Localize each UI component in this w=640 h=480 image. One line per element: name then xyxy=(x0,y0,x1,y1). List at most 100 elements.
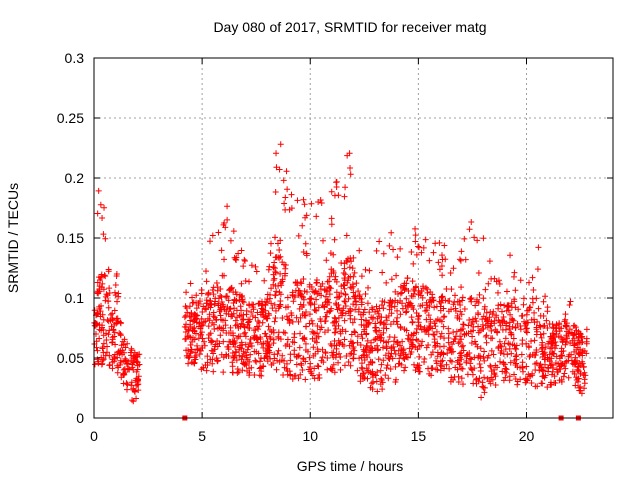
data-point xyxy=(346,150,353,157)
data-point xyxy=(404,275,411,282)
data-point xyxy=(354,333,361,340)
data-point xyxy=(450,329,457,336)
data-point xyxy=(185,360,192,367)
data-point xyxy=(581,348,588,355)
data-point xyxy=(481,384,488,391)
data-point xyxy=(427,324,434,331)
data-point xyxy=(362,266,369,273)
data-point xyxy=(314,346,321,353)
data-point xyxy=(483,309,490,316)
data-point xyxy=(407,336,414,343)
data-point xyxy=(206,311,213,318)
data-point xyxy=(347,284,354,291)
data-point xyxy=(332,273,339,280)
data-point xyxy=(370,379,377,386)
data-point xyxy=(91,307,98,314)
data-point xyxy=(269,305,276,312)
data-point xyxy=(408,348,415,355)
data-point xyxy=(394,254,401,261)
data-point xyxy=(349,319,356,326)
data-point xyxy=(392,363,399,370)
data-point xyxy=(423,304,430,311)
data-point xyxy=(216,340,223,347)
data-point xyxy=(122,344,129,351)
data-point xyxy=(422,236,429,243)
data-point xyxy=(388,350,395,357)
data-point xyxy=(553,353,560,360)
data-point xyxy=(502,335,509,342)
data-point xyxy=(571,341,578,348)
data-point xyxy=(481,374,488,381)
data-point xyxy=(367,384,374,391)
data-point xyxy=(361,375,368,382)
data-point xyxy=(385,338,392,345)
data-point xyxy=(380,305,387,312)
data-point xyxy=(518,351,525,358)
data-point xyxy=(423,344,430,351)
data-point xyxy=(369,315,376,322)
data-point xyxy=(105,304,112,311)
data-point xyxy=(303,308,310,315)
data-point xyxy=(297,279,304,286)
data-point xyxy=(364,375,371,382)
data-point xyxy=(550,324,557,331)
data-point xyxy=(327,340,334,347)
data-point xyxy=(282,330,289,337)
data-point xyxy=(289,318,296,325)
data-point xyxy=(309,372,316,379)
data-point xyxy=(373,378,380,385)
data-point xyxy=(321,329,328,336)
data-point xyxy=(245,343,252,350)
data-point xyxy=(356,355,363,362)
data-point xyxy=(351,347,358,354)
data-point xyxy=(457,308,464,315)
data-point xyxy=(380,250,387,257)
data-point xyxy=(195,300,202,307)
data-point xyxy=(331,192,338,199)
data-point xyxy=(214,287,221,294)
data-point xyxy=(326,291,333,298)
data-point xyxy=(438,294,445,301)
data-point xyxy=(191,354,198,361)
data-point xyxy=(95,187,102,194)
data-point xyxy=(235,250,242,257)
data-point xyxy=(452,305,459,312)
data-point xyxy=(497,342,504,349)
data-point xyxy=(529,274,536,281)
data-point xyxy=(341,336,348,343)
data-point xyxy=(500,377,507,384)
data-point xyxy=(277,302,284,309)
data-point xyxy=(581,385,588,392)
data-point xyxy=(429,365,436,372)
data-point xyxy=(123,386,130,393)
data-point xyxy=(227,324,234,331)
data-point xyxy=(199,309,206,316)
data-point xyxy=(205,335,212,342)
data-point xyxy=(502,326,509,333)
data-point xyxy=(272,314,279,321)
data-point xyxy=(406,345,413,352)
data-point xyxy=(465,330,472,337)
data-point xyxy=(487,380,494,387)
data-point xyxy=(410,306,417,313)
data-point xyxy=(481,357,488,364)
data-point xyxy=(291,339,298,346)
data-point xyxy=(221,306,228,313)
data-point xyxy=(193,352,200,359)
data-point xyxy=(94,347,101,354)
data-point xyxy=(111,289,118,296)
data-point xyxy=(549,350,556,357)
data-point xyxy=(272,234,279,241)
data-point xyxy=(513,346,520,353)
y-tick-label: 0.1 xyxy=(65,290,85,306)
data-point xyxy=(415,365,422,372)
data-point xyxy=(315,198,322,205)
data-point xyxy=(268,240,275,247)
data-point xyxy=(397,323,404,330)
data-point xyxy=(571,359,578,366)
data-point xyxy=(95,358,102,365)
data-point xyxy=(368,380,375,387)
data-point xyxy=(329,365,336,372)
data-point xyxy=(181,314,188,321)
data-point xyxy=(409,319,416,326)
